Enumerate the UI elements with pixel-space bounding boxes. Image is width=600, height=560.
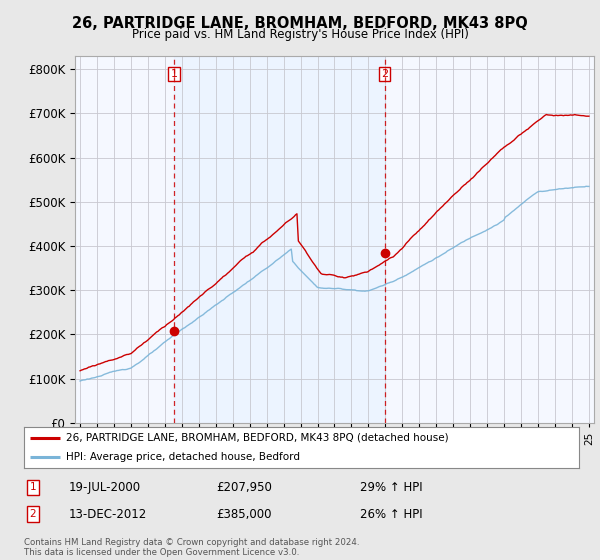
Text: 19-JUL-2000: 19-JUL-2000 <box>69 480 141 494</box>
Bar <box>174 56 385 423</box>
Text: 26% ↑ HPI: 26% ↑ HPI <box>360 507 422 521</box>
Text: £207,950: £207,950 <box>216 480 272 494</box>
Text: Contains HM Land Registry data © Crown copyright and database right 2024.
This d: Contains HM Land Registry data © Crown c… <box>24 538 359 557</box>
Text: 2: 2 <box>29 509 37 519</box>
Text: HPI: Average price, detached house, Bedford: HPI: Average price, detached house, Bedf… <box>65 452 299 462</box>
Text: £385,000: £385,000 <box>216 507 271 521</box>
Text: 1: 1 <box>170 69 178 80</box>
Text: 1: 1 <box>29 482 37 492</box>
Text: 26, PARTRIDGE LANE, BROMHAM, BEDFORD, MK43 8PQ (detached house): 26, PARTRIDGE LANE, BROMHAM, BEDFORD, MK… <box>65 433 448 443</box>
Text: Price paid vs. HM Land Registry's House Price Index (HPI): Price paid vs. HM Land Registry's House … <box>131 28 469 41</box>
Text: 2: 2 <box>381 69 388 80</box>
Text: 26, PARTRIDGE LANE, BROMHAM, BEDFORD, MK43 8PQ: 26, PARTRIDGE LANE, BROMHAM, BEDFORD, MK… <box>72 16 528 31</box>
Text: 13-DEC-2012: 13-DEC-2012 <box>69 507 147 521</box>
Text: 29% ↑ HPI: 29% ↑ HPI <box>360 480 422 494</box>
